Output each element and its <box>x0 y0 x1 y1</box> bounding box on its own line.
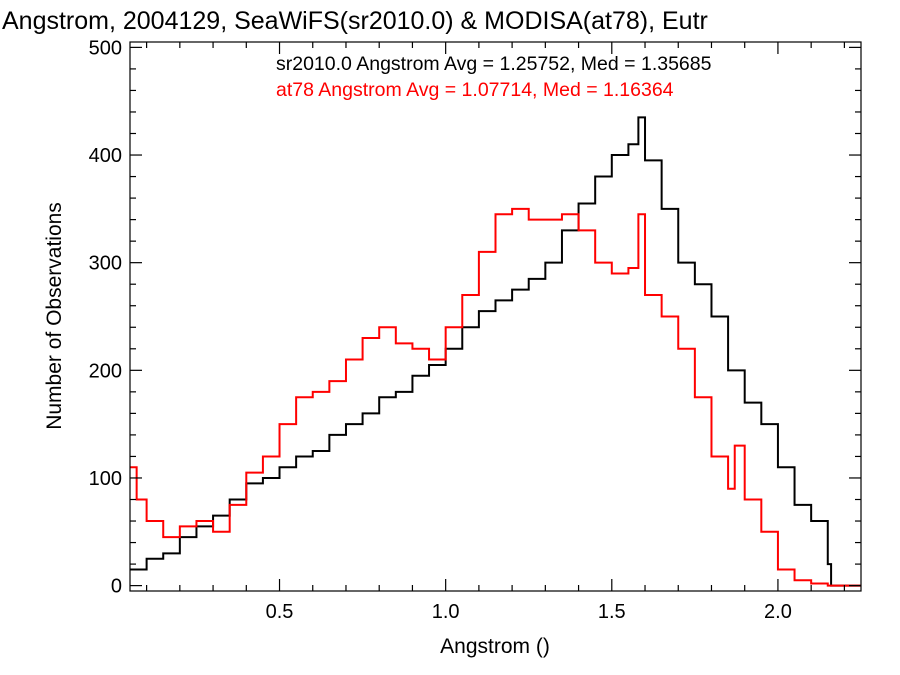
y-tick-label: 200 <box>89 360 122 382</box>
x-tick-label: 0.5 <box>266 601 294 623</box>
series-line-0 <box>130 116 861 587</box>
series-layer <box>130 116 861 587</box>
chart-title: Angstrom, 2004129, SeaWiFS(sr2010.0) & M… <box>2 7 708 35</box>
x-tick-label: 1.0 <box>432 601 460 623</box>
axis-layer: 0.5 1.0 1.5 2.0 0 100 200 300 400 500 <box>89 37 861 623</box>
x-tick-label: 1.5 <box>598 601 626 623</box>
x-axis-label: Angstrom () <box>440 635 550 658</box>
y-tick-label: 100 <box>89 468 122 490</box>
y-tick-label: 300 <box>89 253 122 275</box>
plot-frame <box>129 41 862 592</box>
y-tick-label: 0 <box>111 576 122 598</box>
annotation-red-stats: at78 Angstrom Avg = 1.07714, Med = 1.163… <box>276 79 674 101</box>
y-tick-label: 400 <box>89 145 122 167</box>
series-line-1 <box>130 207 861 587</box>
y-tick-label: 500 <box>89 37 122 59</box>
annotation-black-stats: sr2010.0 Angstrom Avg = 1.25752, Med = 1… <box>276 53 712 75</box>
x-tick-label: 2.0 <box>764 601 792 623</box>
y-axis-label: Number of Observations <box>43 202 66 430</box>
